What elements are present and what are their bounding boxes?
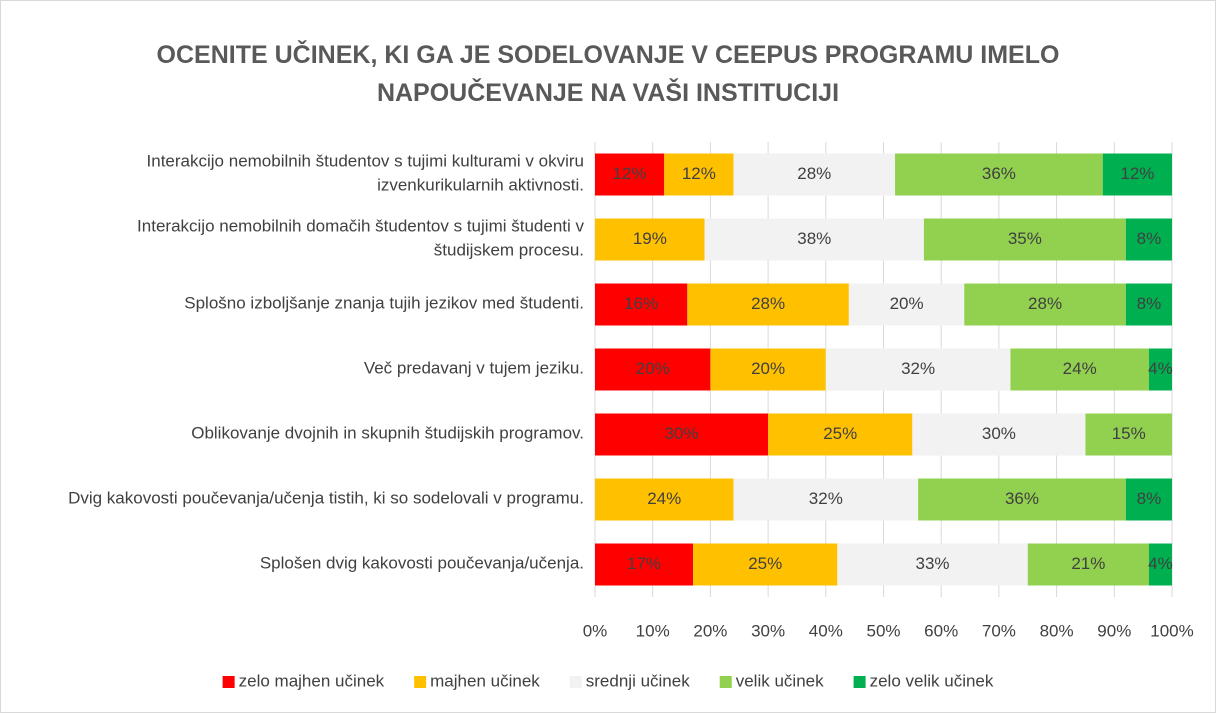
bar-segment [733,153,896,196]
bar-segment [1027,543,1149,586]
data-label: 12% [1120,164,1154,183]
data-label: 8% [1137,229,1162,248]
bar-segment [595,218,705,261]
bar-segment [1125,478,1172,521]
legend-label: srednji učinek [586,671,690,690]
bar-segment [595,348,711,391]
bar-segment [704,218,924,261]
x-tick-label: 60% [924,621,958,640]
data-label: 38% [797,229,831,248]
data-label: 17% [627,554,661,573]
category-label: Splošen dvig kakovosti poučevanja/učenja… [260,554,584,573]
data-label: 16% [624,294,658,313]
legend-item: zelo majhen učinek [222,671,385,690]
data-label: 24% [647,489,681,508]
bar-segment [693,543,838,586]
legend-swatch [569,676,582,688]
x-tick-label: 100% [1150,621,1193,640]
bar-segment [912,413,1086,456]
legend-item: majhen učinek [414,671,540,690]
data-label: 4% [1148,359,1173,378]
data-label: 30% [665,424,699,443]
data-label: 24% [1063,359,1097,378]
bar-segment [837,543,1028,586]
data-label: 28% [1028,294,1062,313]
x-tick-label: 40% [809,621,843,640]
x-tick-label: 0% [583,621,608,640]
legend-swatch [853,676,866,688]
bar-segment [1102,153,1172,196]
data-label: 12% [682,164,716,183]
bar-segment [710,348,826,391]
category-label: Oblikovanje dvojnih in skupnih študijski… [191,424,584,443]
data-label: 28% [797,164,831,183]
legend-label: zelo velik učinek [870,671,994,690]
data-label: 35% [1008,229,1042,248]
bar-segment [595,153,665,196]
legend-swatch [222,676,235,688]
data-label: 32% [901,359,935,378]
data-label: 28% [751,294,785,313]
bar-segment [918,478,1126,521]
bar-segment [895,153,1103,196]
data-label: 30% [982,424,1016,443]
data-label: 32% [809,489,843,508]
bar-segment [595,543,694,586]
bar-segment [825,348,1011,391]
data-label: 19% [633,229,667,248]
bar-segment [1085,413,1172,456]
data-label: 25% [748,554,782,573]
chart-title: OCENITE UČINEK, KI GA JE SODELOVANJE V C… [157,39,1060,107]
data-label: 15% [1112,424,1146,443]
category-label: Dvig kakovosti poučevanja/učenja tistih,… [68,489,584,508]
bar-segment [923,218,1126,261]
legend-item: srednji učinek [569,671,690,690]
x-tick-label: 90% [1097,621,1131,640]
bar-segment [1148,348,1172,391]
data-label: 12% [613,164,647,183]
bar-segment [595,283,688,326]
data-label: 20% [636,359,670,378]
category-label: Interakcijo nemobilnih študentov s tujim… [147,152,584,195]
data-label: 20% [751,359,785,378]
legend-swatch [719,676,732,688]
data-label: 33% [916,554,950,573]
category-label: Interakcijo nemobilnih domačih študentov… [137,217,584,260]
category-label: Splošno izboljšanje znanja tujih jezikov… [184,294,584,313]
legend-label: velik učinek [736,671,824,690]
data-label: 8% [1137,489,1162,508]
bar-segment [848,283,965,326]
data-label: 21% [1071,554,1105,573]
x-tick-label: 30% [751,621,785,640]
data-label: 36% [982,164,1016,183]
bar-segment [664,153,734,196]
legend-swatch [414,676,427,688]
x-tick-label: 20% [693,621,727,640]
legend-item: zelo velik učinek [853,671,994,690]
bar-segment [733,478,919,521]
data-label: 36% [1005,489,1039,508]
legend-label: zelo majhen učinek [239,671,385,690]
legend-item: velik učinek [719,671,824,690]
bar-segment [687,283,849,326]
category-label: Več predavanj v tujem jeziku. [364,359,584,378]
x-tick-label: 70% [982,621,1016,640]
bar-segment [1148,543,1172,586]
data-label: 4% [1148,554,1173,573]
bar-segment [964,283,1126,326]
data-label: 25% [823,424,857,443]
x-tick-label: 80% [1040,621,1074,640]
x-tick-label: 10% [636,621,670,640]
data-label: 20% [890,294,924,313]
bar-segment [768,413,913,456]
legend-label: majhen učinek [430,671,540,690]
bar-segment [1125,283,1172,326]
data-label: 8% [1137,294,1162,313]
bar-segment [1125,218,1172,261]
x-tick-label: 50% [866,621,900,640]
bar-segment [595,478,734,521]
bar-segment [1010,348,1149,391]
bar-segment [595,413,769,456]
